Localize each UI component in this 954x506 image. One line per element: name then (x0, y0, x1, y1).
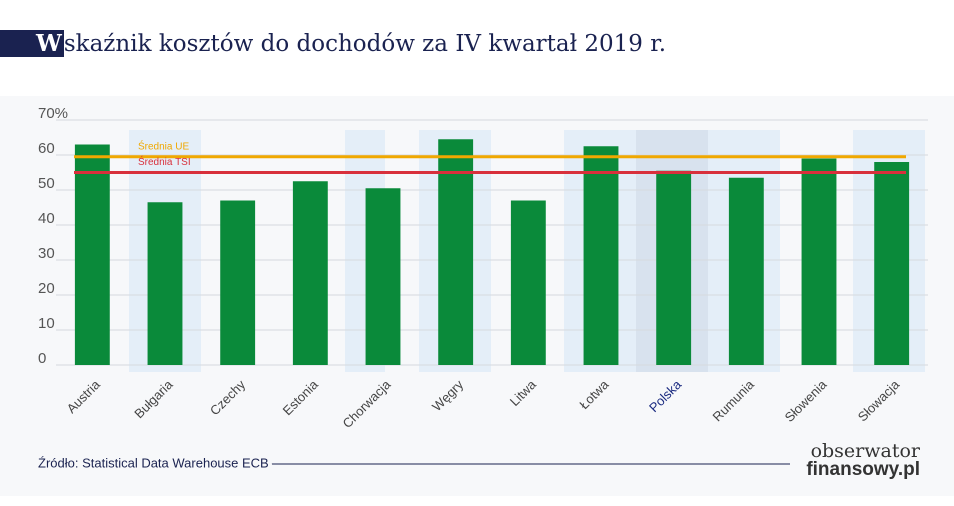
reference-label: Średnia TSI (138, 155, 191, 168)
bar (728, 177, 764, 365)
y-tick-label: 20 (38, 280, 55, 297)
bar (74, 144, 110, 365)
y-tick-label: 70% (38, 105, 68, 122)
source: Źródło: Statistical Data Warehouse ECB (38, 455, 269, 470)
y-tick-label: 50 (38, 175, 55, 192)
y-tick-label: 10 (38, 315, 55, 332)
bar (292, 181, 328, 365)
brand-top: obserwator (811, 440, 921, 462)
bar (220, 200, 256, 365)
reference-label: Średnia UE (138, 139, 189, 152)
bar (510, 200, 546, 365)
bar (656, 170, 692, 365)
bar (583, 146, 619, 365)
y-tick-label: 0 (38, 350, 46, 367)
bar (365, 188, 401, 365)
bar (147, 202, 183, 365)
bar (438, 139, 474, 365)
y-tick-label: 60 (38, 140, 55, 157)
bar (874, 162, 910, 365)
bar (801, 158, 837, 365)
y-tick-label: 30 (38, 245, 55, 262)
brand-bottom: finansowy.pl (806, 459, 920, 480)
chart-title: Wskaźnik kosztów do dochodów za IV kwart… (36, 30, 667, 57)
y-tick-label: 40 (38, 210, 55, 227)
